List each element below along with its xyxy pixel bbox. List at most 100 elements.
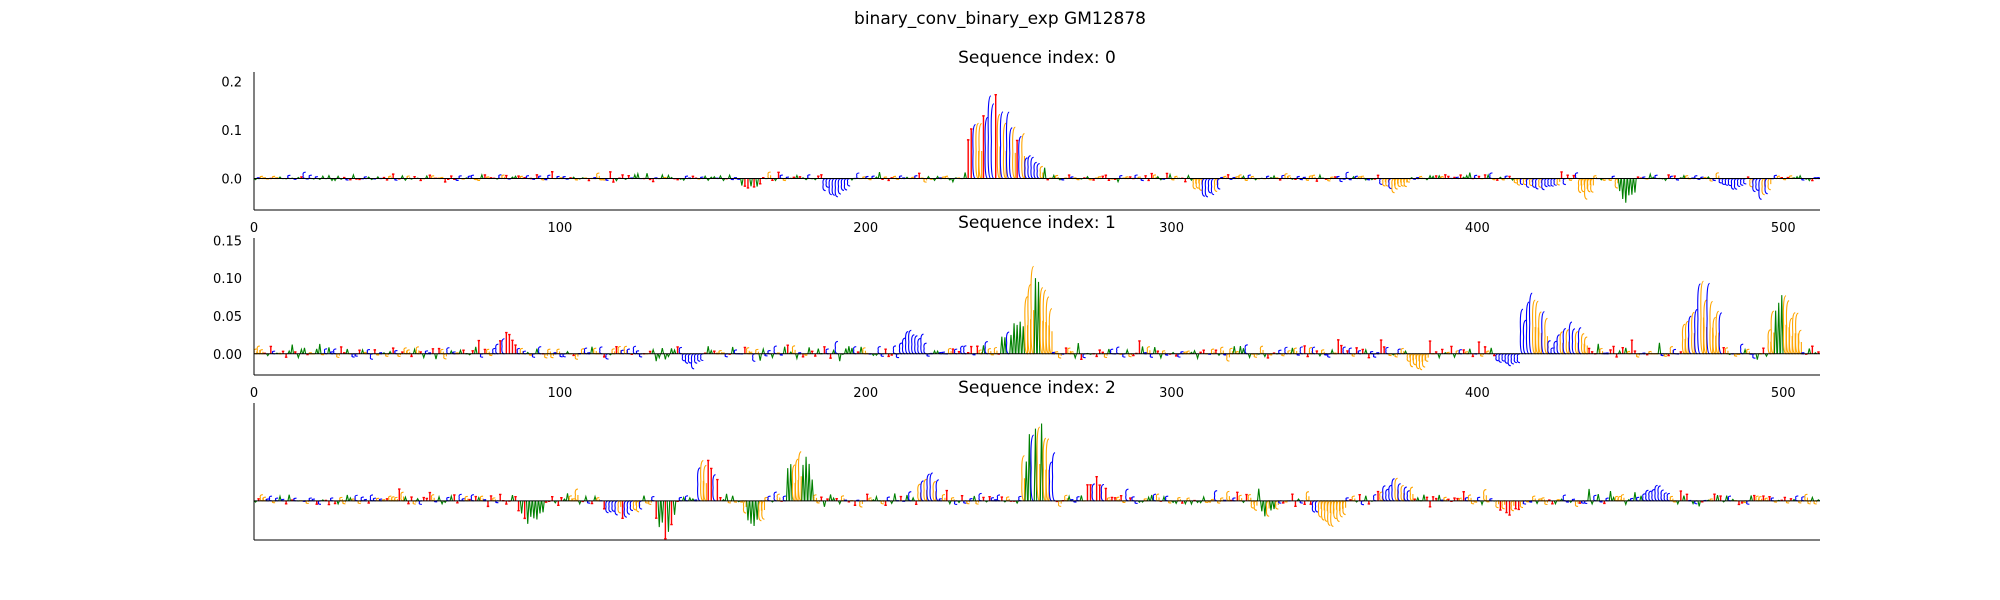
logo-letter-A: [1085, 175, 1090, 179]
logo-letter-A: [730, 346, 735, 354]
figure-title: binary_conv_binary_exp GM12878: [854, 9, 1146, 29]
logo-letter-C: [1024, 157, 1028, 180]
logo-letter-G: [1342, 500, 1347, 516]
logo-letter-G: [617, 345, 622, 355]
logo-letter-A: [926, 175, 931, 179]
logo-letter-T: [621, 500, 624, 520]
logo-letter-T: [1719, 495, 1722, 501]
logo-letter-A: [266, 353, 270, 357]
logo-letter-C: [1018, 135, 1022, 180]
logo-letter-C: [681, 353, 685, 362]
logo-letter-A: [1195, 500, 1200, 504]
logo-letter-T: [1236, 491, 1239, 501]
logo-letter-A: [614, 178, 619, 182]
logo-letter-G: [1253, 500, 1258, 511]
logo-letter-T: [719, 496, 722, 501]
logo-letter-C: [620, 349, 624, 355]
logo-letter-A: [593, 494, 597, 502]
x-tick-label: 400: [1465, 221, 1490, 236]
logo-letter-A: [1403, 349, 1408, 355]
logo-letter-C: [1541, 311, 1545, 355]
logo-letter-T: [1086, 484, 1089, 501]
logo-letter-A: [525, 500, 530, 524]
logo-letter-G: [440, 348, 444, 355]
logo-letter-G: [1284, 173, 1289, 180]
logo-letter-C: [1795, 495, 1799, 502]
logo-letter-T: [1560, 171, 1563, 179]
logo-letter-G: [1565, 329, 1570, 355]
logo-letter-G: [941, 493, 946, 502]
logo-letter-A: [532, 500, 536, 519]
logo-letter-G: [1584, 177, 1588, 200]
logo-letter-T: [1080, 353, 1083, 361]
logo-letter-C: [492, 347, 496, 355]
logo-letter-T: [951, 348, 955, 354]
logo-letter-G: [1333, 500, 1337, 520]
logo-letter-C: [1397, 348, 1401, 355]
logo-letter-A: [724, 493, 729, 501]
logo-letter-T: [391, 173, 395, 179]
logo-letter-C: [996, 494, 1001, 502]
logo-letter-A: [657, 353, 662, 360]
logo-letter-C: [1740, 177, 1744, 186]
logo-letter-T: [1337, 339, 1340, 354]
logo-letter-C: [1764, 177, 1768, 195]
logo-letter-C: [935, 479, 939, 502]
logo-letter-T: [1499, 500, 1502, 511]
logo-letter-T: [398, 488, 401, 501]
logo-letter-A: [1241, 348, 1246, 354]
logo-letter-T: [1098, 484, 1101, 501]
logo-letter-A: [822, 500, 827, 507]
logo-letter-G: [1403, 177, 1408, 188]
logo-letter-C: [1535, 177, 1539, 190]
logo-letter-A: [660, 348, 665, 354]
logo-letter-C: [825, 177, 829, 188]
logo-letter-C: [953, 348, 958, 355]
logo-letter-A: [1067, 494, 1071, 502]
logo-letter-C: [908, 491, 912, 502]
logo-letter-C: [733, 349, 737, 355]
logo-letter-G: [262, 496, 267, 502]
logo-letter-T: [1685, 493, 1689, 501]
logo-letter-A: [1422, 494, 1426, 501]
logo-letter-G: [259, 494, 264, 502]
logo-letter-A: [1663, 178, 1668, 182]
logo-letter-C: [1284, 346, 1288, 355]
logo-letter-G: [923, 177, 928, 183]
logo-letter-A: [951, 178, 955, 184]
logo-letter-G: [403, 347, 408, 355]
logo-letter-C: [501, 338, 505, 355]
logo-letter-A: [1452, 353, 1457, 359]
logo-letter-G: [1238, 494, 1243, 502]
logo-letter-T: [1355, 347, 1358, 354]
logo-letter-T: [1245, 493, 1248, 501]
logo-letter-C: [333, 348, 337, 355]
logo-letter-C: [605, 353, 609, 360]
logo-letter-G: [1308, 347, 1313, 355]
logo-letter-G: [1397, 177, 1402, 188]
logo-letter-A: [1587, 488, 1591, 501]
logo-letter-G: [1691, 311, 1695, 355]
logo-letter-G: [1024, 296, 1029, 355]
logo-letter-T: [752, 178, 756, 188]
logo-letter-A: [1296, 498, 1301, 502]
logo-letter-C: [1730, 177, 1735, 190]
logo-letter-A: [1489, 347, 1493, 354]
logo-letter-C: [1651, 488, 1655, 502]
logo-letter-G: [1513, 177, 1518, 184]
logo-letter-A: [1807, 348, 1812, 354]
logo-letter-C: [1311, 500, 1316, 513]
logo-letter-A: [333, 178, 337, 182]
logo-letter-C: [1593, 494, 1597, 502]
logo-letter-A: [345, 494, 350, 501]
logo-letter-A: [681, 495, 686, 502]
logo-letter-T: [1551, 500, 1554, 505]
logo-letter-T: [1110, 496, 1114, 501]
logo-letter-C: [1018, 495, 1022, 502]
logo-letter-G: [1544, 500, 1549, 506]
logo-letter-G: [400, 491, 405, 502]
logo-letter-A: [1798, 174, 1802, 179]
logo-letter-C: [495, 343, 499, 355]
logo-letter-T: [1104, 487, 1108, 501]
logo-letter-G: [1443, 496, 1448, 502]
